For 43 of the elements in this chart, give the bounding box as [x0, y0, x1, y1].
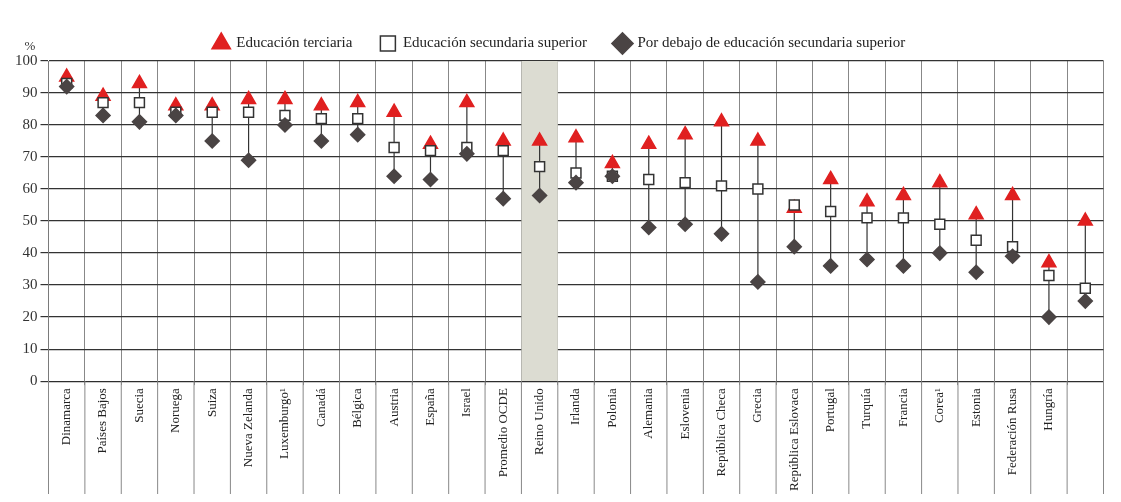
y-tick-label: 30 [22, 276, 38, 293]
x-tick-label: Polonia [603, 387, 619, 428]
x-tick-label: Países Bajos [94, 388, 110, 454]
y-tick-label: 90 [22, 83, 38, 100]
x-tick-label: Promedio OCDE [494, 388, 510, 478]
x-tick-label: Corea¹ [931, 388, 947, 424]
y-tick-label: 0 [30, 372, 38, 389]
x-tick-label: Luxemburgo¹ [276, 388, 292, 459]
x-tick-label: Bélgica [349, 387, 365, 428]
x-tick-label: Grecia [749, 387, 765, 423]
x-tick-label: Nueva Zelanda [240, 387, 256, 468]
y-tick-label: 70 [22, 147, 38, 164]
x-tick-label: Israel [458, 387, 474, 417]
legend-label: Educación terciaria [236, 34, 353, 51]
legend-label: Por debajo de educación secundaria superior [637, 34, 906, 51]
x-tick-label: Alemania [640, 387, 656, 439]
y-tick-label: 40 [22, 244, 38, 261]
x-tick-label: Austria [385, 387, 401, 427]
x-tick-label: Suecia [130, 387, 146, 423]
x-tick-label: Noruega [167, 387, 183, 433]
x-tick-label: Irlanda [567, 387, 583, 425]
x-tick-label: Hungría [1040, 387, 1056, 431]
x-tick-label: Turquía [858, 387, 874, 429]
x-tick-label: Federación Rusa [1003, 387, 1019, 476]
x-tick-label: Estonia [967, 387, 983, 428]
x-tick-label: República Checa [712, 387, 728, 477]
y-axis-title: % [24, 38, 36, 54]
y-tick-label: 20 [22, 308, 38, 325]
x-tick-label: Dinamarca [58, 387, 74, 446]
x-tick-label: República Eslovaca [785, 387, 801, 492]
y-tick-label: 50 [22, 212, 38, 228]
y-tick-label: 100 [15, 51, 38, 68]
legend-label: Educación secundaria superior [402, 34, 587, 51]
x-tick-label: Canadá [312, 387, 328, 428]
x-tick-label: Francia [894, 387, 910, 428]
x-tick-label: España [421, 387, 437, 426]
x-tick-label: Reino Unido [531, 388, 547, 455]
x-tick-label: Suiza [203, 387, 219, 418]
x-tick-label: Eslovenia [676, 387, 692, 440]
y-tick-label: 60 [22, 179, 38, 196]
y-tick-label: 80 [22, 115, 38, 132]
x-tick-label: Portugal [822, 387, 838, 433]
y-tick-label: 10 [22, 340, 38, 357]
